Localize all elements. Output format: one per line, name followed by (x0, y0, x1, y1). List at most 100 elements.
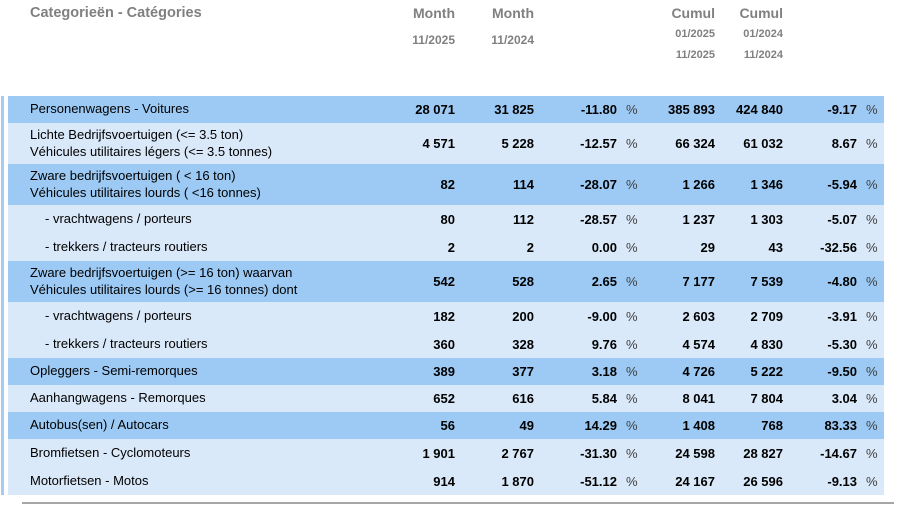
month-previous-value: 1 870 (501, 473, 534, 489)
cumul-current-value: 4 726 (682, 364, 715, 379)
month-current-value: 389 (433, 364, 455, 379)
table-zone: Personenwagens - Voitures 28 071 31 825 … (8, 96, 884, 123)
percent-sign: % (626, 391, 638, 406)
month-current-value: 360 (433, 336, 455, 352)
category-label: Aanhangwagens - Remorques (30, 390, 206, 406)
table-header: Categorieën - Catégories Month 11/2025 M… (8, 0, 884, 96)
column-period-end: 11/2024 (743, 49, 783, 61)
month-change-value: 9.76 (591, 336, 617, 352)
cumul-previous-value: 43 (768, 239, 783, 255)
month-current-value: 2 (447, 239, 455, 255)
month-previous-value: 200 (512, 308, 534, 324)
table-row: Zware bedrijfsvoertuigen (>= 16 ton) waa… (8, 261, 884, 302)
cumul-previous-value: 1 346 (750, 177, 783, 192)
month-current-value: 542 (433, 274, 455, 289)
percent-sign: % (626, 364, 638, 379)
cumul-previous-value: 1 303 (750, 211, 783, 227)
month-previous-value: 2 (526, 239, 534, 255)
column-period: 11/2024 (491, 33, 534, 47)
cumul-previous-value: 768 (761, 418, 783, 433)
month-change-value: 3.18 (591, 364, 617, 379)
column-title: Month (413, 5, 455, 21)
month-change-value: 2.65 (591, 274, 617, 289)
cumul-previous-value: 2 709 (750, 308, 783, 324)
category-label: - trekkers / tracteurs routiers (45, 238, 208, 254)
cumul-change-value: -9.17 (827, 102, 857, 117)
category-label: Motorfietsen - Motos (30, 472, 149, 488)
cumul-current-value: 29 (700, 239, 715, 255)
percent-sign: % (866, 364, 878, 379)
category-label: - vrachtwagens / porteurs (45, 210, 192, 226)
cumul-change-value: -4.80 (827, 274, 857, 289)
percent-sign: % (626, 211, 638, 227)
percent-sign: % (626, 136, 638, 151)
column-period: 11/2025 (412, 33, 455, 47)
month-change-value: -51.12 (580, 473, 617, 489)
month-current-value: 914 (433, 473, 455, 489)
month-current-value: 82 (440, 177, 455, 192)
cumul-previous-value: 28 827 (743, 445, 783, 461)
month-change-value: -28.57 (580, 211, 617, 227)
month-current-column-header: Month 11/2025 (338, 5, 455, 47)
month-current-value: 28 071 (415, 102, 455, 117)
table-zone: Autobus(sen) / Autocars 56 49 14.29 % 1 … (8, 412, 884, 439)
cumul-change-value: -32.56 (820, 239, 857, 255)
table-zone: Opleggers - Semi-remorques 389 377 3.18 … (8, 358, 884, 385)
month-current-value: 4 571 (422, 136, 455, 151)
percent-sign: % (626, 177, 638, 192)
category-label: Autobus(sen) / Autocars (30, 417, 169, 433)
cumul-previous-value: 5 222 (750, 364, 783, 379)
table-row: Aanhangwagens - Remorques 652 616 5.84 %… (8, 385, 884, 412)
cumul-change-value: -5.94 (827, 177, 857, 192)
table-zone: Bromfietsen - Cyclomoteurs 1 901 2 767 -… (8, 439, 884, 495)
table-row: - vrachtwagens / porteurs 182 200 -9.00 … (8, 302, 884, 330)
percent-sign: % (866, 211, 878, 227)
table-row: Opleggers - Semi-remorques 389 377 3.18 … (8, 358, 884, 385)
cumul-current-value: 7 177 (682, 274, 715, 289)
cumul-change-value: -5.30 (827, 336, 857, 352)
month-change-value: -12.57 (580, 136, 617, 151)
cumul-current-value: 24 167 (675, 473, 715, 489)
cumul-current-value: 8 041 (682, 391, 715, 406)
table-row: - trekkers / tracteurs routiers 2 2 0.00… (8, 233, 884, 261)
column-period-end: 11/2025 (675, 49, 715, 61)
table-zone: Aanhangwagens - Remorques 652 616 5.84 %… (8, 385, 884, 412)
month-previous-value: 2 767 (501, 445, 534, 461)
category-label: - vrachtwagens / porteurs (45, 307, 192, 323)
percent-sign: % (866, 102, 878, 117)
cumul-current-value: 24 598 (675, 445, 715, 461)
month-change-value: -28.07 (580, 177, 617, 192)
table-zone: Zware bedrijfsvoertuigen (>= 16 ton) waa… (8, 261, 884, 302)
category-label: Opleggers - Semi-remorques (30, 363, 198, 379)
column-period-start: 01/2025 (675, 28, 715, 40)
month-current-value: 80 (440, 211, 455, 227)
percent-sign: % (866, 239, 878, 255)
category-label: Bromfietsen - Cyclomoteurs (30, 444, 191, 460)
percent-sign: % (866, 391, 878, 406)
percent-sign: % (626, 445, 638, 461)
cumul-change-value: -14.67 (820, 445, 857, 461)
table-zone: Zware bedrijfsvoertuigen ( < 16 ton) Véhi… (8, 164, 884, 205)
percent-sign: % (626, 308, 638, 324)
month-current-value: 652 (433, 391, 455, 406)
month-previous-value: 31 825 (494, 102, 534, 117)
cumul-previous-value: 4 830 (750, 336, 783, 352)
percent-sign: % (866, 136, 878, 151)
month-previous-value: 616 (512, 391, 534, 406)
percent-sign: % (866, 418, 878, 433)
month-change-value: -11.80 (580, 102, 617, 117)
category-label: Zware bedrijfsvoertuigen ( < 16 ton) Véhi… (30, 168, 261, 200)
category-label: Lichte Bedrijfsvoertuigen (<= 3.5 ton) Vé… (30, 127, 273, 159)
month-previous-value: 112 (513, 211, 534, 227)
percent-sign: % (866, 336, 878, 352)
table-row: Lichte Bedrijfsvoertuigen (<= 3.5 ton) Vé… (8, 123, 884, 164)
table-row: - trekkers / tracteurs routiers 360 328 … (8, 330, 884, 358)
cumul-previous-value: 424 840 (736, 102, 783, 117)
cumul-previous-column-header: Cumul 01/2024 11/2024 (715, 5, 783, 61)
percent-sign: % (626, 102, 638, 117)
percent-sign: % (626, 418, 638, 433)
percent-sign: % (626, 274, 638, 289)
cumul-current-value: 4 574 (682, 336, 715, 352)
categories-column-header: Categorieën - Catégories (30, 5, 202, 21)
